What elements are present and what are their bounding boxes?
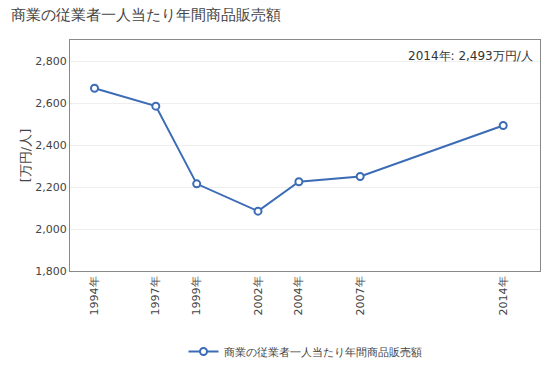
svg-text:2002年: 2002年 xyxy=(252,276,265,315)
svg-text:2,400: 2,400 xyxy=(35,139,67,152)
svg-text:1997年: 1997年 xyxy=(149,276,162,315)
svg-text:2014年: 2,493万円/人: 2014年: 2,493万円/人 xyxy=(408,49,533,63)
svg-text:[万円/人]: [万円/人] xyxy=(18,129,33,183)
svg-text:2,000: 2,000 xyxy=(35,223,67,236)
svg-text:1994年: 1994年 xyxy=(88,276,101,315)
svg-text:1,800: 1,800 xyxy=(35,265,67,278)
svg-text:商業の従業者一人当たり年間商品販売額: 商業の従業者一人当たり年間商品販売額 xyxy=(224,346,422,359)
svg-text:1999年: 1999年 xyxy=(190,276,203,315)
svg-text:商業の従業者一人当たり年間商品販売額: 商業の従業者一人当たり年間商品販売額 xyxy=(11,6,281,24)
svg-text:2,800: 2,800 xyxy=(35,55,67,68)
svg-text:2,200: 2,200 xyxy=(35,181,67,194)
svg-text:2004年: 2004年 xyxy=(292,276,305,315)
svg-text:2007年: 2007年 xyxy=(354,276,367,315)
svg-text:2,600: 2,600 xyxy=(35,97,67,110)
svg-text:2014年: 2014年 xyxy=(497,276,510,315)
